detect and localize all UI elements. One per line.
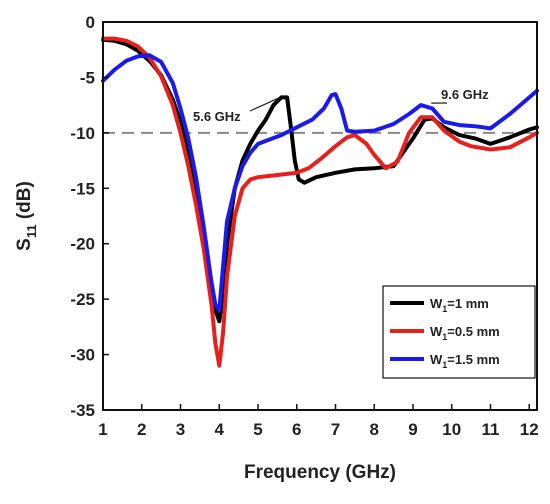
y-axis-title-unit: (dB) xyxy=(14,181,35,224)
y-axis-title-main: S xyxy=(14,238,35,251)
annotations-layer: 5.6 GHz 9.6 GHz xyxy=(193,87,489,124)
plot-frame xyxy=(102,21,538,411)
y-axis-ticks: 0 -5 -10 -15 -20 -25 -30 -35 xyxy=(70,13,109,420)
legend-label: W1=0.5 mm xyxy=(430,324,500,342)
annotation-pointer xyxy=(249,96,281,112)
series-line-2 xyxy=(101,36,539,368)
legend-label-sub: 1 xyxy=(442,332,447,342)
y-tick-label: -15 xyxy=(70,179,95,198)
y-tick-label: -20 xyxy=(70,235,95,254)
x-tick-label: 3 xyxy=(176,420,185,439)
legend-label-suffix: =1.5 mm xyxy=(447,352,499,367)
x-tick-label: 4 xyxy=(215,420,225,439)
x-tick-label: 9 xyxy=(408,420,417,439)
y-tick-label: -10 xyxy=(70,124,95,143)
x-tick-label: 1 xyxy=(98,420,107,439)
x-tick-label: 5 xyxy=(253,420,262,439)
y-axis-title-sub: 11 xyxy=(24,224,39,238)
legend-label-sub: 1 xyxy=(442,360,447,370)
x-tick-label: 12 xyxy=(520,420,539,439)
y-tick-label: 0 xyxy=(86,13,95,32)
x-axis-ticks: 1 2 3 4 5 6 7 8 9 10 11 12 xyxy=(98,404,539,439)
x-tick-label: 10 xyxy=(442,420,461,439)
y-tick-label: -35 xyxy=(70,401,95,420)
legend-label-suffix: =0.5 mm xyxy=(447,324,499,339)
legend-label-prefix: W xyxy=(430,324,443,339)
series-line-3 xyxy=(101,53,539,313)
legend-label: W1=1.5 mm xyxy=(430,352,500,370)
series-line-1 xyxy=(101,37,539,324)
y-tick-label: -25 xyxy=(70,290,95,309)
legend-label-sub: 1 xyxy=(442,304,447,314)
y-axis-title: S11 (dB) xyxy=(14,181,39,251)
legend-label: W1=1 mm xyxy=(430,296,489,314)
x-tick-label: 8 xyxy=(370,420,379,439)
x-axis-title: Frequency (GHz) xyxy=(244,462,396,483)
annotation-label: 9.6 GHz xyxy=(441,87,489,102)
legend-label-prefix: W xyxy=(430,352,443,367)
x-tick-label: 6 xyxy=(292,420,301,439)
legend-label-suffix: =1 mm xyxy=(447,296,489,311)
y-tick-label: -5 xyxy=(80,68,95,87)
x-tick-label: 11 xyxy=(482,420,500,439)
annotation-label: 5.6 GHz xyxy=(193,109,241,124)
x-tick-label: 7 xyxy=(331,420,340,439)
series-layer xyxy=(101,36,539,368)
x-tick-label: 2 xyxy=(137,420,146,439)
y-tick-label: -30 xyxy=(70,346,95,365)
legend-label-prefix: W xyxy=(430,296,443,311)
